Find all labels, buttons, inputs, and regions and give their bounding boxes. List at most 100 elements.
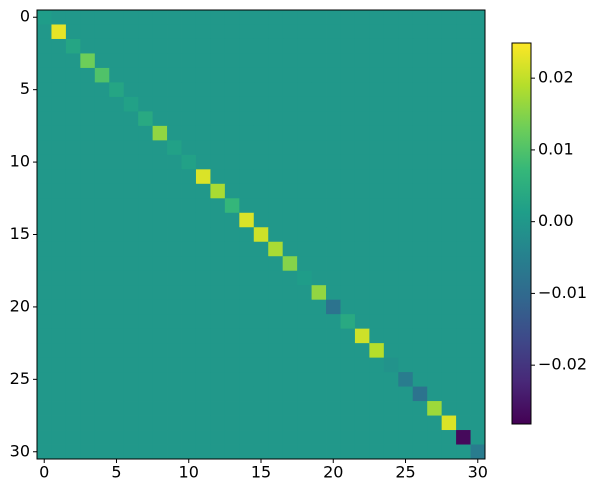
cell xyxy=(383,343,399,359)
cell xyxy=(282,24,298,40)
cell xyxy=(340,241,356,257)
cell xyxy=(297,256,312,272)
cell xyxy=(210,285,226,301)
cell xyxy=(253,227,269,243)
cell xyxy=(80,140,96,156)
cell xyxy=(326,169,341,185)
cell xyxy=(123,198,139,214)
cell xyxy=(138,10,154,25)
cell xyxy=(340,169,356,185)
cell xyxy=(297,38,312,54)
cell xyxy=(340,96,356,112)
cell xyxy=(51,227,67,243)
cell xyxy=(152,285,168,301)
cell xyxy=(109,24,125,40)
cell xyxy=(37,386,52,402)
cell xyxy=(65,270,81,286)
cell xyxy=(80,212,96,228)
cell xyxy=(456,270,471,286)
cell xyxy=(210,430,226,445)
cell xyxy=(369,111,385,127)
cell xyxy=(282,38,298,54)
cell xyxy=(412,401,428,416)
cell xyxy=(224,24,240,40)
cell xyxy=(65,343,81,359)
cell xyxy=(340,125,356,141)
cell xyxy=(123,125,139,141)
cell xyxy=(253,386,269,402)
cell xyxy=(109,198,125,214)
cell xyxy=(311,415,327,431)
cell xyxy=(152,256,168,272)
cell xyxy=(427,444,443,460)
cell xyxy=(239,140,255,156)
cell xyxy=(253,169,269,185)
cell xyxy=(398,67,414,83)
colorbar-tick-label: 0.00 xyxy=(538,211,574,230)
cell xyxy=(138,415,154,431)
cell xyxy=(441,285,457,301)
cell xyxy=(94,343,110,359)
cell xyxy=(210,386,226,402)
cell xyxy=(441,256,457,272)
cell xyxy=(470,386,486,402)
cell xyxy=(456,154,471,170)
cell xyxy=(167,372,182,387)
cell xyxy=(297,343,312,359)
cell xyxy=(470,372,486,387)
cell xyxy=(224,169,240,185)
cell xyxy=(210,270,226,286)
cell xyxy=(282,10,298,25)
cell xyxy=(152,386,168,402)
cell xyxy=(138,444,154,460)
cell xyxy=(369,444,385,460)
cell xyxy=(109,401,125,416)
cell xyxy=(398,82,414,98)
colorbar-tick-label: 0.01 xyxy=(538,139,574,158)
cell xyxy=(181,328,197,344)
cell xyxy=(37,357,52,373)
cell xyxy=(138,198,154,214)
cell xyxy=(37,111,52,127)
cell xyxy=(167,227,182,243)
cell xyxy=(311,24,327,40)
cell xyxy=(253,328,269,344)
cell xyxy=(109,227,125,243)
cell xyxy=(268,67,284,83)
cell xyxy=(152,241,168,257)
cell xyxy=(326,53,341,69)
cell xyxy=(195,328,211,344)
cell xyxy=(80,444,96,460)
cell xyxy=(80,183,96,199)
cell xyxy=(282,183,298,199)
cell xyxy=(470,328,486,344)
cell xyxy=(398,386,414,402)
cell xyxy=(340,198,356,214)
cell xyxy=(268,82,284,98)
cell xyxy=(470,38,486,54)
cell xyxy=(239,285,255,301)
cell xyxy=(167,67,182,83)
cell xyxy=(427,140,443,156)
cell xyxy=(239,154,255,170)
cell xyxy=(326,212,341,228)
cell xyxy=(470,140,486,156)
cell xyxy=(253,10,269,25)
cell xyxy=(441,212,457,228)
cell xyxy=(412,285,428,301)
cell xyxy=(138,67,154,83)
cell xyxy=(239,241,255,257)
cell xyxy=(311,401,327,416)
cell xyxy=(427,270,443,286)
cell xyxy=(138,82,154,98)
cell xyxy=(326,241,341,257)
cell xyxy=(224,154,240,170)
cell xyxy=(195,38,211,54)
cell xyxy=(152,125,168,141)
cell xyxy=(152,183,168,199)
cell xyxy=(311,183,327,199)
cell xyxy=(195,343,211,359)
cell xyxy=(195,270,211,286)
cell xyxy=(51,299,67,315)
cell xyxy=(51,401,67,416)
